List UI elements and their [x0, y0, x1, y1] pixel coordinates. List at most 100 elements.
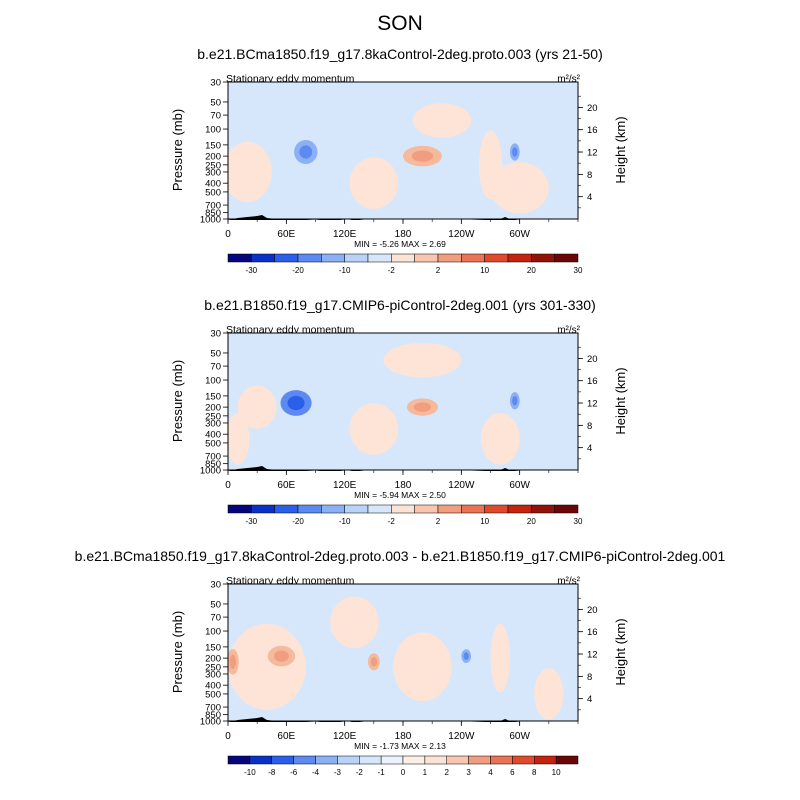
y-axis-label: Pressure (mb)	[170, 109, 185, 191]
colorbar-swatch	[321, 253, 345, 263]
y2-axis-label: Height (km)	[613, 367, 628, 434]
y2-axis-label: Height (km)	[613, 116, 628, 183]
y-tick-label: 400	[205, 681, 221, 692]
contour-core	[273, 650, 289, 662]
y2-tick-label: 8	[587, 421, 592, 432]
colorbar-label: 30	[574, 517, 583, 526]
y2-tick-label: 12	[587, 650, 598, 661]
colorbar-swatch	[461, 253, 485, 263]
contour-core	[411, 150, 434, 162]
colorbar-label: -2	[388, 266, 396, 275]
colorbar-swatch	[555, 755, 579, 765]
panel-title: b.e21.B1850.f19_g17.CMIP6-piControl-2deg…	[204, 297, 596, 313]
colorbar-swatch	[554, 504, 579, 514]
contour-region	[393, 632, 452, 702]
colorbar-label: 2	[445, 768, 450, 777]
colorbar-swatch	[274, 504, 299, 514]
colorbar-swatch	[321, 504, 345, 514]
y2-tick-label: 12	[587, 399, 598, 410]
x-tick-label: 0	[225, 229, 231, 240]
colorbar-swatch	[337, 755, 360, 765]
field-layer	[228, 333, 578, 470]
colorbar-swatch	[484, 504, 509, 514]
colorbar-swatch	[251, 253, 275, 263]
colorbar-label: 20	[527, 266, 536, 275]
colorbar-label: 10	[480, 517, 489, 526]
contour-core	[299, 145, 313, 159]
colorbar-label: -3	[334, 768, 342, 777]
contour-core	[287, 395, 305, 411]
contour-core	[229, 654, 237, 669]
colorbar-label: -30	[246, 517, 258, 526]
x-tick-label: 60W	[509, 731, 530, 742]
y-tick-label: 700	[205, 452, 221, 463]
contour-region	[383, 342, 462, 378]
colorbar-label: -20	[292, 266, 304, 275]
y-tick-label: 50	[210, 348, 221, 359]
colorbar-swatch	[507, 253, 532, 263]
contour-region	[228, 623, 306, 710]
colorbar-label: -6	[290, 768, 298, 777]
colorbar-swatch	[344, 253, 369, 263]
colorbar-swatch	[380, 755, 404, 765]
contour-region	[228, 413, 250, 465]
contour-core	[512, 147, 518, 157]
colorbar-swatch	[367, 504, 392, 514]
colorbar-swatch	[271, 755, 294, 765]
contour-region	[534, 668, 564, 720]
y-tick-label: 70	[210, 111, 221, 122]
x-tick-label: 0	[225, 480, 231, 491]
y-tick-label: 100	[205, 627, 221, 638]
contour-region	[349, 157, 399, 209]
y2-tick-label: 4	[587, 694, 592, 705]
panel-title: b.e21.BCma1850.f19_g17.8kaControl-2deg.p…	[197, 46, 603, 62]
colorbar-label: 8	[532, 768, 537, 777]
units-label: m²/s²	[557, 325, 580, 336]
y2-tick-label: 8	[587, 672, 592, 683]
contour-core	[413, 402, 432, 412]
y-tick-label: 850	[205, 459, 221, 470]
colorbar-label: 2	[436, 517, 441, 526]
y-tick-label: 500	[205, 438, 221, 449]
colorbar-swatch	[297, 253, 322, 263]
contour-region	[412, 103, 472, 138]
colorbar-label: 20	[527, 517, 536, 526]
y2-tick-label: 20	[587, 605, 598, 616]
y-tick-label: 30	[210, 329, 221, 340]
colorbar-label: 0	[401, 768, 406, 777]
y-tick-label: 50	[210, 599, 221, 610]
field-layer	[228, 82, 578, 219]
colorbar-swatch	[367, 253, 392, 263]
y-tick-label: 70	[210, 362, 221, 373]
y-tick-label: 250	[205, 160, 221, 171]
y2-tick-label: 12	[587, 148, 598, 159]
x-tick-label: 60E	[277, 480, 295, 491]
y-tick-label: 500	[205, 187, 221, 198]
colorbar-label: -30	[246, 266, 258, 275]
contour-region	[490, 623, 510, 693]
contour-panel: Stationary eddy momentum m²/s²30507010015…	[170, 73, 628, 275]
y-tick-label: 100	[205, 125, 221, 136]
colorbar-swatch	[359, 755, 382, 765]
y-tick-label: 1000	[200, 215, 221, 226]
y-axis-label: Pressure (mb)	[170, 611, 185, 693]
units-label: m²/s²	[557, 74, 580, 85]
contour-core	[370, 657, 378, 667]
y2-tick-label: 16	[587, 376, 598, 387]
y-tick-label: 200	[205, 654, 221, 665]
colorbar-swatch	[484, 253, 509, 263]
colorbar-swatch	[531, 253, 555, 263]
contour-core	[512, 396, 518, 406]
colorbar-swatch	[414, 253, 439, 263]
colorbar-swatch	[437, 504, 462, 514]
y-tick-label: 850	[205, 710, 221, 721]
y-tick-label: 250	[205, 411, 221, 422]
page-title: SON	[377, 12, 423, 35]
y-tick-label: 300	[205, 167, 221, 178]
x-tick-label: 120W	[448, 731, 475, 742]
colorbar-swatch	[227, 253, 252, 263]
y2-tick-label: 16	[587, 125, 598, 136]
min-max-stats: MIN = -1.73 MAX = 2.13	[354, 741, 446, 751]
contour-region	[349, 403, 399, 455]
colorbar-label: -10	[244, 768, 256, 777]
